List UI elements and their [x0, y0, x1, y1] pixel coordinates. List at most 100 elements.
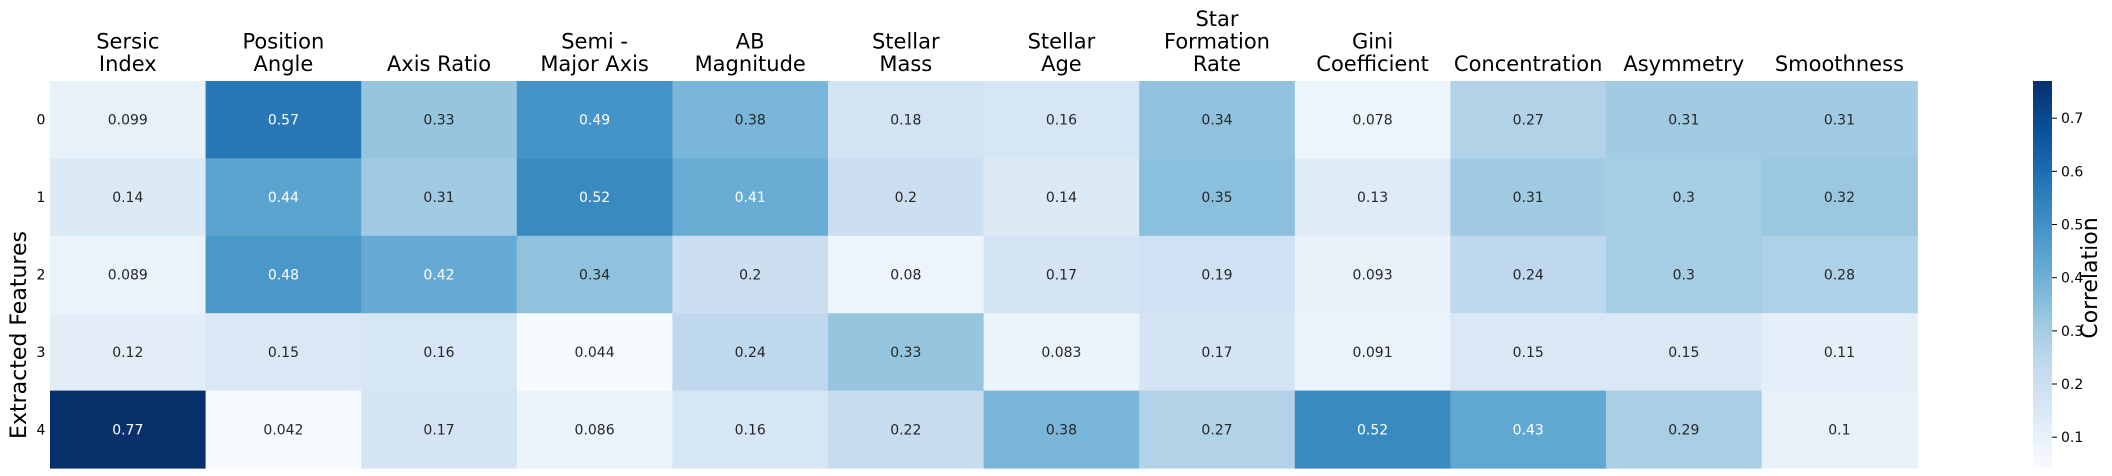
row-label: 4	[37, 422, 46, 438]
cell-value-label: 0.33	[423, 113, 454, 129]
cell-value-label: 0.11	[1824, 345, 1855, 361]
heatmap-cell	[516, 390, 673, 469]
column-label: Magnitude	[695, 52, 806, 76]
heatmap-cell	[983, 158, 1140, 237]
cell-value-label: 0.34	[579, 268, 610, 284]
heatmap-cell	[361, 390, 518, 469]
cell-value-label: 0.24	[735, 345, 766, 361]
cell-value-label: 0.16	[735, 422, 766, 438]
cell-value-label: 0.08	[890, 268, 921, 284]
row-labels: 0 1 2 3 4	[37, 113, 46, 439]
cell-value-label: 0.38	[735, 113, 766, 129]
cell-value-label: 0.31	[1824, 113, 1855, 129]
heatmap-cell	[1606, 158, 1763, 237]
column-label: Stellar	[872, 30, 940, 54]
column-label: Sersic	[96, 30, 159, 54]
heatmap-cell	[50, 390, 207, 469]
heatmap-cell	[516, 158, 673, 237]
heatmap-cell	[828, 390, 985, 469]
heatmap-cell	[361, 313, 518, 392]
cell-value-label: 0.33	[890, 345, 921, 361]
cell-value-label: 0.38	[1046, 422, 1077, 438]
row-label: 2	[37, 268, 46, 284]
cell-value-label: 0.17	[1201, 345, 1232, 361]
cell-value-label: 0.14	[1046, 190, 1077, 206]
heatmap-cell	[1761, 81, 1918, 159]
cell-value-label: 0.29	[1668, 422, 1699, 438]
heatmap-cell	[672, 235, 829, 314]
heatmap-cell	[1450, 235, 1607, 314]
heatmap-cell	[361, 235, 518, 314]
colorbar-tick-label: 0.1	[2061, 430, 2083, 446]
heatmap-cell	[1761, 235, 1918, 314]
cell-value-label: 0.34	[1201, 113, 1232, 129]
heatmap-cell	[983, 235, 1140, 314]
heatmap-cell	[1139, 81, 1296, 159]
heatmap-cell	[50, 235, 207, 314]
column-label: Mass	[879, 52, 932, 76]
colorbar-tick-label: 0.4	[2061, 271, 2083, 287]
cell-value-label: 0.17	[1046, 268, 1077, 284]
heatmap-cell	[361, 81, 518, 159]
column-label: Asymmetry	[1623, 52, 1744, 76]
heatmap-cell	[205, 390, 362, 469]
cell-value-label: 0.44	[268, 190, 299, 206]
cell-value-label: 0.16	[423, 345, 454, 361]
heatmap-cell	[983, 390, 1140, 469]
heatmap-cell	[1139, 313, 1296, 392]
heatmap-cell	[1450, 313, 1607, 392]
heatmap-cell	[1450, 390, 1607, 469]
column-label: Gini	[1352, 30, 1393, 54]
column-label: Semi -	[561, 30, 628, 54]
cell-value-label: 0.089	[108, 268, 148, 284]
colorbar-tick-label: 0.2	[2061, 377, 2083, 393]
heatmap-cell	[1139, 235, 1296, 314]
heatmap-cell	[1761, 390, 1918, 469]
cell-value-label: 0.099	[108, 113, 148, 129]
column-label: Star	[1195, 7, 1238, 31]
cell-value-label: 0.22	[890, 422, 921, 438]
heatmap-cell	[1606, 390, 1763, 469]
y-axis-title: Extracted Features	[7, 231, 32, 439]
heatmap-cell	[1450, 158, 1607, 237]
cell-value-label: 0.12	[112, 345, 143, 361]
colorbar-tick-label: 0.5	[2061, 218, 2083, 234]
cell-value-label: 0.52	[579, 190, 610, 206]
heatmap-cell	[516, 81, 673, 159]
heatmap-cell	[516, 235, 673, 314]
heatmap-cell	[1606, 235, 1763, 314]
column-label: Smoothness	[1775, 52, 1904, 76]
heatmap-cell	[361, 158, 518, 237]
cell-value-label: 0.31	[1513, 190, 1544, 206]
column-label: Formation	[1164, 30, 1270, 54]
heatmap-cell	[828, 81, 985, 159]
colorbar-tick-label: 0.7	[2061, 111, 2083, 127]
column-label: Angle	[254, 52, 314, 76]
cell-value-label: 0.48	[268, 268, 299, 284]
cell-value-label: 0.27	[1513, 113, 1544, 129]
heatmap-cell	[1294, 158, 1451, 237]
row-label: 3	[37, 345, 46, 361]
heatmap-cell	[1450, 81, 1607, 159]
cell-value-label: 0.31	[423, 190, 454, 206]
cell-value-label: 0.18	[890, 113, 921, 129]
heatmap-cell	[50, 158, 207, 237]
heatmap-cell	[1294, 313, 1451, 392]
heatmap-cell	[828, 235, 985, 314]
cell-value-label: 0.1	[1828, 422, 1850, 438]
heatmap-cell	[1761, 158, 1918, 237]
cell-value-label: 0.24	[1513, 268, 1544, 284]
heatmap-cell	[50, 313, 207, 392]
cell-value-label: 0.49	[579, 113, 610, 129]
colorbar-title: Correlation	[2078, 217, 2103, 338]
cell-value-label: 0.13	[1357, 190, 1388, 206]
cell-value-label: 0.093	[1353, 268, 1393, 284]
cell-value-label: 0.091	[1353, 345, 1393, 361]
cell-value-label: 0.57	[268, 113, 299, 129]
heatmap-cell	[205, 313, 362, 392]
column-label: Position	[243, 30, 325, 54]
colorbar-tick-label: 0.3	[2061, 324, 2083, 340]
cell-value-label: 0.27	[1201, 422, 1232, 438]
